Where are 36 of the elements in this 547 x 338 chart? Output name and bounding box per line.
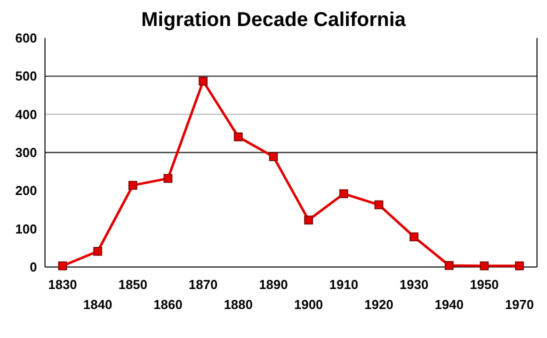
chart-title: Migration Decade California (141, 9, 407, 31)
y-tick-label: 100 (15, 221, 37, 236)
y-tick-label: 300 (15, 145, 37, 160)
y-tick-label: 200 (15, 183, 37, 198)
point (480, 261, 489, 270)
point (128, 180, 138, 190)
point (374, 200, 384, 210)
point (410, 232, 418, 242)
x-tick-label: 1940 (434, 297, 464, 312)
x-tick-label: 1900 (294, 297, 324, 312)
x-tick-label: 1860 (154, 297, 182, 312)
y-tick-label: 400 (15, 106, 37, 122)
point (339, 189, 348, 198)
x-tick-label: 1950 (470, 277, 499, 292)
y-tick-label: 500 (15, 68, 37, 84)
x-tick-label: 1870 (188, 277, 218, 292)
y-tick-label: 600 (15, 30, 37, 46)
y-tick-label: 0 (30, 260, 37, 275)
x-tick-label: 1830 (48, 277, 78, 292)
point (234, 132, 243, 142)
x-tick-label: 1890 (258, 277, 288, 292)
point (269, 152, 278, 162)
point (93, 246, 102, 256)
point (304, 216, 313, 224)
x-tick-label: 1880 (224, 297, 253, 312)
point (198, 76, 208, 86)
x-tick-label: 1930 (400, 277, 428, 292)
point (164, 174, 172, 183)
x-tick-label: 1920 (364, 297, 394, 312)
x-tick-label: 1850 (118, 277, 148, 292)
point (444, 261, 454, 270)
x-tick-label: 1840 (83, 297, 112, 312)
x-tick-label: 1910 (329, 277, 358, 292)
point (58, 261, 67, 270)
x-tick-label: 1970 (504, 297, 534, 312)
point (515, 261, 524, 270)
